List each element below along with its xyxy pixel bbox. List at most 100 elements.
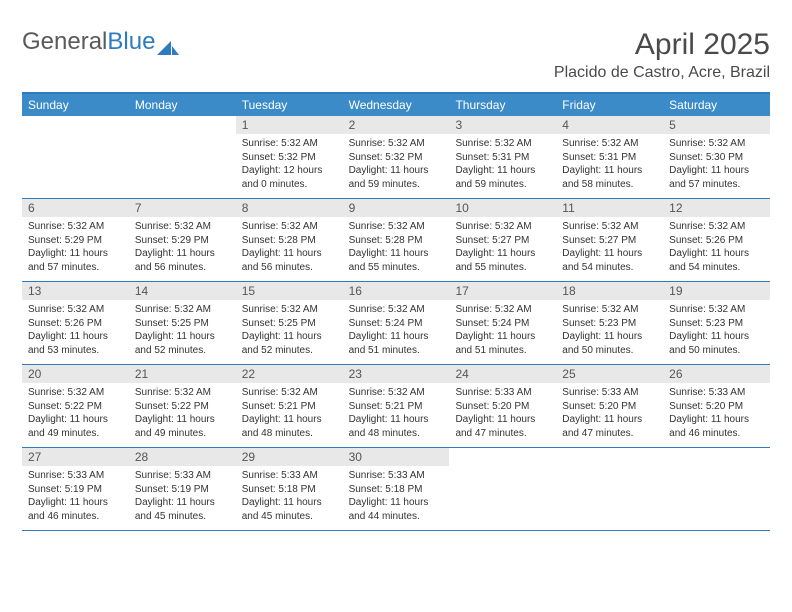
- weekday-header: Monday: [129, 94, 236, 116]
- daylight-text: Daylight: 11 hours and 59 minutes.: [455, 164, 550, 191]
- weekday-header: Thursday: [449, 94, 556, 116]
- calendar-day: 4Sunrise: 5:32 AMSunset: 5:31 PMDaylight…: [556, 116, 663, 198]
- daylight-text: Daylight: 11 hours and 47 minutes.: [562, 413, 657, 440]
- calendar-page: GeneralBlue April 2025 Placido de Castro…: [0, 0, 792, 551]
- day-number: 21: [129, 365, 236, 383]
- sunrise-text: Sunrise: 5:32 AM: [349, 386, 444, 400]
- weekday-header: Friday: [556, 94, 663, 116]
- day-body: Sunrise: 5:32 AMSunset: 5:24 PMDaylight:…: [449, 300, 556, 361]
- daylight-text: Daylight: 11 hours and 57 minutes.: [28, 247, 123, 274]
- calendar-day: 30Sunrise: 5:33 AMSunset: 5:18 PMDayligh…: [343, 448, 450, 530]
- daylight-text: Daylight: 11 hours and 52 minutes.: [135, 330, 230, 357]
- calendar-day: 17Sunrise: 5:32 AMSunset: 5:24 PMDayligh…: [449, 282, 556, 364]
- calendar-day: 23Sunrise: 5:32 AMSunset: 5:21 PMDayligh…: [343, 365, 450, 447]
- day-body: Sunrise: 5:32 AMSunset: 5:25 PMDaylight:…: [129, 300, 236, 361]
- sunset-text: Sunset: 5:28 PM: [349, 234, 444, 248]
- sunrise-text: Sunrise: 5:33 AM: [669, 386, 764, 400]
- sunrise-text: Sunrise: 5:32 AM: [349, 220, 444, 234]
- daylight-text: Daylight: 11 hours and 56 minutes.: [242, 247, 337, 274]
- day-number: 24: [449, 365, 556, 383]
- calendar-day: 6Sunrise: 5:32 AMSunset: 5:29 PMDaylight…: [22, 199, 129, 281]
- sunset-text: Sunset: 5:25 PM: [135, 317, 230, 331]
- daylight-text: Daylight: 11 hours and 45 minutes.: [242, 496, 337, 523]
- daylight-text: Daylight: 11 hours and 50 minutes.: [562, 330, 657, 357]
- sunrise-text: Sunrise: 5:32 AM: [562, 220, 657, 234]
- calendar-day: ....: [129, 116, 236, 198]
- weekday-header: Saturday: [663, 94, 770, 116]
- weekday-header-row: SundayMondayTuesdayWednesdayThursdayFrid…: [22, 94, 770, 116]
- sunrise-text: Sunrise: 5:32 AM: [28, 220, 123, 234]
- sunset-text: Sunset: 5:31 PM: [562, 151, 657, 165]
- daylight-text: Daylight: 11 hours and 48 minutes.: [242, 413, 337, 440]
- sunrise-text: Sunrise: 5:32 AM: [242, 386, 337, 400]
- sunset-text: Sunset: 5:26 PM: [28, 317, 123, 331]
- sunset-text: Sunset: 5:22 PM: [135, 400, 230, 414]
- day-number: 1: [236, 116, 343, 134]
- day-number: 11: [556, 199, 663, 217]
- calendar-day: 7Sunrise: 5:32 AMSunset: 5:29 PMDaylight…: [129, 199, 236, 281]
- daylight-text: Daylight: 11 hours and 55 minutes.: [349, 247, 444, 274]
- day-body: Sunrise: 5:32 AMSunset: 5:30 PMDaylight:…: [663, 134, 770, 195]
- sunrise-text: Sunrise: 5:33 AM: [455, 386, 550, 400]
- daylight-text: Daylight: 11 hours and 58 minutes.: [562, 164, 657, 191]
- calendar-week: 27Sunrise: 5:33 AMSunset: 5:19 PMDayligh…: [22, 448, 770, 531]
- daylight-text: Daylight: 11 hours and 49 minutes.: [135, 413, 230, 440]
- weekday-header: Tuesday: [236, 94, 343, 116]
- calendar-day: 27Sunrise: 5:33 AMSunset: 5:19 PMDayligh…: [22, 448, 129, 530]
- sunrise-text: Sunrise: 5:32 AM: [135, 220, 230, 234]
- calendar-day: 26Sunrise: 5:33 AMSunset: 5:20 PMDayligh…: [663, 365, 770, 447]
- day-body: Sunrise: 5:32 AMSunset: 5:25 PMDaylight:…: [236, 300, 343, 361]
- daylight-text: Daylight: 11 hours and 46 minutes.: [669, 413, 764, 440]
- sunrise-text: Sunrise: 5:32 AM: [349, 303, 444, 317]
- daylight-text: Daylight: 11 hours and 51 minutes.: [455, 330, 550, 357]
- daylight-text: Daylight: 11 hours and 56 minutes.: [135, 247, 230, 274]
- day-body: Sunrise: 5:32 AMSunset: 5:21 PMDaylight:…: [343, 383, 450, 444]
- sunset-text: Sunset: 5:18 PM: [349, 483, 444, 497]
- calendar-body: ........1Sunrise: 5:32 AMSunset: 5:32 PM…: [22, 116, 770, 531]
- calendar-week: 20Sunrise: 5:32 AMSunset: 5:22 PMDayligh…: [22, 365, 770, 448]
- day-body: Sunrise: 5:33 AMSunset: 5:20 PMDaylight:…: [556, 383, 663, 444]
- day-number: 23: [343, 365, 450, 383]
- sunrise-text: Sunrise: 5:32 AM: [455, 303, 550, 317]
- day-body: Sunrise: 5:32 AMSunset: 5:28 PMDaylight:…: [343, 217, 450, 278]
- day-number: 26: [663, 365, 770, 383]
- logo-text-1: General: [22, 28, 107, 56]
- day-number: 27: [22, 448, 129, 466]
- day-body: Sunrise: 5:33 AMSunset: 5:19 PMDaylight:…: [129, 466, 236, 527]
- sunset-text: Sunset: 5:21 PM: [242, 400, 337, 414]
- day-body: Sunrise: 5:32 AMSunset: 5:26 PMDaylight:…: [663, 217, 770, 278]
- calendar-day: 9Sunrise: 5:32 AMSunset: 5:28 PMDaylight…: [343, 199, 450, 281]
- sunrise-text: Sunrise: 5:32 AM: [669, 137, 764, 151]
- page-subtitle: Placido de Castro, Acre, Brazil: [554, 64, 770, 82]
- sunset-text: Sunset: 5:20 PM: [455, 400, 550, 414]
- day-number: 15: [236, 282, 343, 300]
- sunset-text: Sunset: 5:30 PM: [669, 151, 764, 165]
- day-number: 28: [129, 448, 236, 466]
- sunset-text: Sunset: 5:29 PM: [135, 234, 230, 248]
- daylight-text: Daylight: 11 hours and 44 minutes.: [349, 496, 444, 523]
- calendar-day: 24Sunrise: 5:33 AMSunset: 5:20 PMDayligh…: [449, 365, 556, 447]
- day-body: Sunrise: 5:33 AMSunset: 5:18 PMDaylight:…: [236, 466, 343, 527]
- logo: GeneralBlue: [22, 28, 179, 56]
- day-number: 2: [343, 116, 450, 134]
- sunset-text: Sunset: 5:28 PM: [242, 234, 337, 248]
- day-number: 5: [663, 116, 770, 134]
- day-body: Sunrise: 5:32 AMSunset: 5:24 PMDaylight:…: [343, 300, 450, 361]
- sunset-text: Sunset: 5:26 PM: [669, 234, 764, 248]
- sunset-text: Sunset: 5:24 PM: [455, 317, 550, 331]
- day-body: Sunrise: 5:33 AMSunset: 5:18 PMDaylight:…: [343, 466, 450, 527]
- calendar-day: 8Sunrise: 5:32 AMSunset: 5:28 PMDaylight…: [236, 199, 343, 281]
- day-number: 13: [22, 282, 129, 300]
- calendar-day: 20Sunrise: 5:32 AMSunset: 5:22 PMDayligh…: [22, 365, 129, 447]
- day-body: Sunrise: 5:32 AMSunset: 5:29 PMDaylight:…: [129, 217, 236, 278]
- sunrise-text: Sunrise: 5:32 AM: [135, 386, 230, 400]
- sunset-text: Sunset: 5:22 PM: [28, 400, 123, 414]
- daylight-text: Daylight: 12 hours and 0 minutes.: [242, 164, 337, 191]
- day-body: Sunrise: 5:33 AMSunset: 5:19 PMDaylight:…: [22, 466, 129, 527]
- calendar-day: 14Sunrise: 5:32 AMSunset: 5:25 PMDayligh…: [129, 282, 236, 364]
- day-body: Sunrise: 5:32 AMSunset: 5:32 PMDaylight:…: [236, 134, 343, 195]
- sunset-text: Sunset: 5:27 PM: [562, 234, 657, 248]
- day-number: 10: [449, 199, 556, 217]
- calendar-day: 2Sunrise: 5:32 AMSunset: 5:32 PMDaylight…: [343, 116, 450, 198]
- day-body: Sunrise: 5:32 AMSunset: 5:32 PMDaylight:…: [343, 134, 450, 195]
